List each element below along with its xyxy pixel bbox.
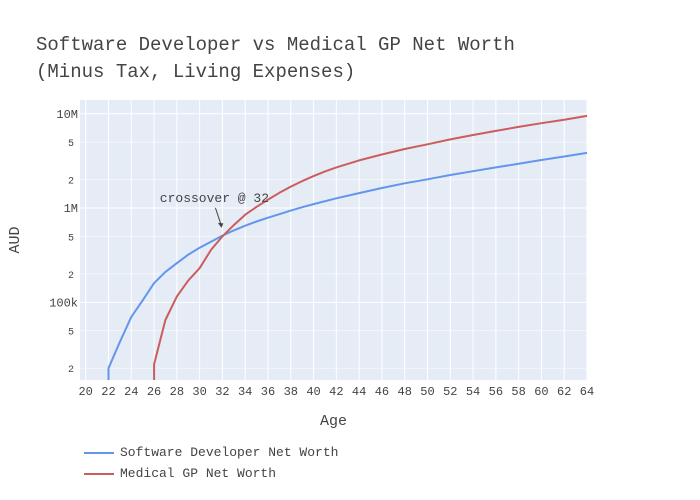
legend-swatch-medical-gp: [84, 472, 114, 475]
x-tick-label: 38: [284, 385, 298, 399]
x-tick-label: 34: [238, 385, 252, 399]
legend-item-software-developer[interactable]: Software Developer Net Worth: [84, 442, 338, 463]
x-tick-label: 26: [147, 385, 161, 399]
legend-item-medical-gp[interactable]: Medical GP Net Worth: [84, 463, 338, 484]
y-minor-tick-label: 2: [68, 177, 74, 188]
x-tick-label: 50: [420, 385, 434, 399]
x-tick-label: 62: [557, 385, 571, 399]
x-tick-label: 58: [511, 385, 525, 399]
series-line-medical-gp: [153, 114, 588, 380]
y-minor-tick-label: 5: [68, 139, 74, 150]
chart-title-line2: (Minus Tax, Living Expenses): [36, 61, 356, 83]
legend-label-software-developer: Software Developer Net Worth: [120, 445, 339, 460]
x-tick-label: 54: [466, 385, 480, 399]
x-axis-label: Age: [320, 413, 347, 430]
y-tick-label: 1M: [64, 202, 78, 216]
annotation-text: crossover @ 32: [160, 191, 269, 206]
x-tick-label: 52: [443, 385, 457, 399]
x-tick-label: 40: [306, 385, 320, 399]
y-tick-label: 10M: [56, 108, 78, 122]
y-tick-label: 100k: [49, 296, 78, 310]
legend-label-medical-gp: Medical GP Net Worth: [120, 466, 277, 481]
x-tick-label: 32: [215, 385, 229, 399]
x-tick-label: 46: [375, 385, 389, 399]
x-tick-label: 28: [170, 385, 184, 399]
x-tick-label: 20: [78, 385, 92, 399]
x-tick-label: 64: [580, 385, 594, 399]
plot-area: [80, 100, 587, 380]
chart-title-line1: Software Developer vs Medical GP Net Wor…: [36, 34, 515, 56]
y-minor-tick-label: 5: [68, 328, 74, 339]
legend: Software Developer Net Worth Medical GP …: [84, 442, 338, 484]
annotation-arrowhead: [217, 222, 224, 228]
x-tick-label: 30: [192, 385, 206, 399]
legend-swatch-software-developer: [84, 451, 114, 454]
series-line-software-developer: [107, 151, 588, 380]
x-tick-label: 24: [124, 385, 138, 399]
x-tick-label: 48: [398, 385, 412, 399]
y-minor-tick-label: 2: [68, 365, 74, 376]
x-tick-label: 44: [352, 385, 366, 399]
x-tick-label: 36: [261, 385, 275, 399]
annotation-arrow-line: [214, 207, 222, 226]
x-tick-label: 60: [534, 385, 548, 399]
y-axis-label: AUD: [7, 226, 24, 253]
chart-title: Software Developer vs Medical GP Net Wor…: [36, 32, 515, 86]
y-minor-tick-label: 2: [68, 271, 74, 282]
x-tick-label: 42: [329, 385, 343, 399]
x-tick-label: 22: [101, 385, 115, 399]
y-minor-tick-label: 5: [68, 233, 74, 244]
x-tick-label: 56: [489, 385, 503, 399]
